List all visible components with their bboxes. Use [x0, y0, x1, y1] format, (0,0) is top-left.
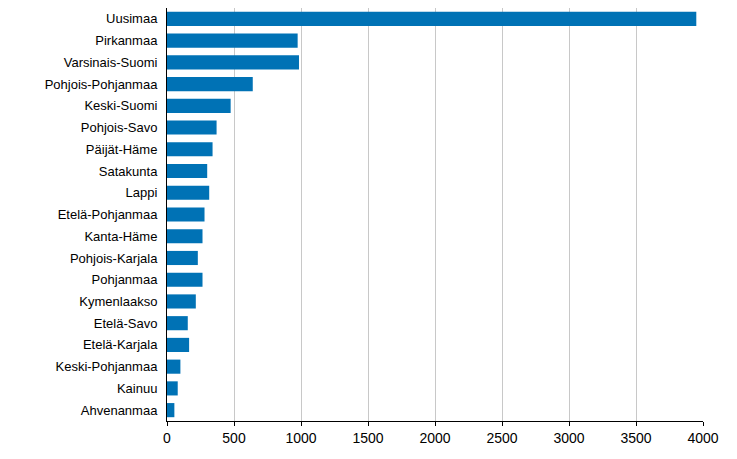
svg-text:Kanta-Häme: Kanta-Häme — [84, 229, 157, 244]
svg-text:Varsinais-Suomi: Varsinais-Suomi — [64, 55, 158, 70]
svg-text:4000: 4000 — [687, 430, 718, 446]
svg-text:Kainuu: Kainuu — [117, 381, 157, 396]
svg-text:Pirkanmaa: Pirkanmaa — [95, 33, 158, 48]
svg-text:Lappi: Lappi — [126, 185, 158, 200]
svg-text:Pohjois-Karjala: Pohjois-Karjala — [70, 251, 158, 266]
svg-text:3500: 3500 — [620, 430, 651, 446]
svg-text:1500: 1500 — [352, 430, 383, 446]
svg-text:Kymenlaakso: Kymenlaakso — [79, 294, 157, 309]
svg-text:500: 500 — [222, 430, 246, 446]
svg-text:3000: 3000 — [553, 430, 584, 446]
svg-text:Etelä-Pohjanmaa: Etelä-Pohjanmaa — [58, 207, 158, 222]
svg-text:Ahvenanmaa: Ahvenanmaa — [81, 403, 158, 418]
svg-text:Pohjanmaa: Pohjanmaa — [92, 272, 159, 287]
svg-text:2000: 2000 — [419, 430, 450, 446]
svg-text:Uusimaa: Uusimaa — [106, 11, 158, 26]
svg-text:0: 0 — [163, 430, 171, 446]
svg-text:Keski-Pohjanmaa: Keski-Pohjanmaa — [56, 359, 159, 374]
svg-text:Etelä-Karjala: Etelä-Karjala — [83, 337, 158, 352]
svg-text:Pohjois-Savo: Pohjois-Savo — [81, 120, 158, 135]
svg-text:2500: 2500 — [486, 430, 517, 446]
svg-text:Päijät-Häme: Päijät-Häme — [86, 142, 158, 157]
svg-text:1000: 1000 — [285, 430, 316, 446]
svg-text:Satakunta: Satakunta — [99, 164, 158, 179]
svg-text:Pohjois-Pohjanmaa: Pohjois-Pohjanmaa — [45, 77, 159, 92]
svg-text:Keski-Suomi: Keski-Suomi — [84, 98, 157, 113]
svg-text:Etelä-Savo: Etelä-Savo — [94, 316, 158, 331]
